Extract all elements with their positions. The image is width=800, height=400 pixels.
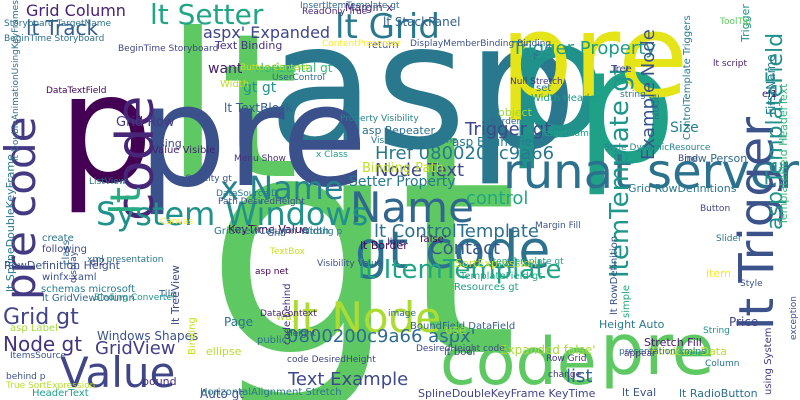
cloud-word: DataTextField xyxy=(46,87,106,96)
cloud-word: Tree xyxy=(611,65,632,75)
cloud-word: BeginTime Storyboard xyxy=(118,45,218,54)
cloud-word: lt RowDefinition xyxy=(610,236,620,315)
cloud-word: lt TextBlock xyxy=(224,102,293,114)
cloud-word: strong p xyxy=(305,228,342,237)
cloud-word: DisplayMemberBinding Binding xyxy=(410,40,551,49)
cloud-word: Null Stretch xyxy=(510,78,563,87)
cloud-word: control xyxy=(466,190,528,208)
cloud-word: line xyxy=(387,238,405,248)
cloud-word: Visibility Value xyxy=(317,260,382,269)
cloud-word: lt DoubleAnimationUsingKeyFrames xyxy=(12,0,21,161)
cloud-word: String xyxy=(703,327,730,336)
cloud-word: Column xyxy=(705,360,739,369)
cloud-word: el1 xyxy=(762,90,777,100)
cloud-word: item xyxy=(706,268,731,279)
cloud-word: code DesiredHeight xyxy=(287,356,376,365)
cloud-word: TemplateField HeaderText xyxy=(778,84,789,225)
cloud-word: x Class xyxy=(316,151,348,160)
cloud-word: asp net xyxy=(255,268,289,277)
cloud-word: Path DesiredHeight xyxy=(218,198,305,207)
cloud-word: Style xyxy=(740,280,763,289)
cloud-word: InsertItemTemplate gt xyxy=(300,2,399,11)
cloud-word: Style DynamicResource xyxy=(604,144,710,153)
cloud-word: Height Auto xyxy=(599,319,664,330)
cloud-word: string xyxy=(620,91,646,100)
cloud-word: lt script xyxy=(713,60,747,69)
cloud-word: appear xyxy=(624,350,656,359)
cloud-word: Grid Column xyxy=(26,3,126,19)
cloud-word: use xyxy=(445,324,466,336)
cloud-word: Grid Row xyxy=(116,116,174,129)
cloud-word: Binding xyxy=(188,317,198,355)
cloud-word: lt RadioButton xyxy=(679,388,758,399)
cloud-word: display xyxy=(70,251,79,283)
cloud-word: ToolTip xyxy=(720,18,751,27)
cloud-word: ControlTemplate Triggers xyxy=(683,15,693,140)
cloud-word: using System xyxy=(764,328,774,395)
cloud-word: lt Eval xyxy=(622,387,656,398)
cloud-word: Menu Show xyxy=(234,155,286,164)
cloud-word: Binding Converter xyxy=(94,294,176,303)
cloud-word: asp Label xyxy=(10,324,58,334)
cloud-word: exception xyxy=(790,296,799,340)
cloud-word: Node xyxy=(652,94,662,120)
cloud-word: Border xyxy=(490,118,520,127)
cloud-word: lt xyxy=(105,187,147,215)
cloud-word: Grid RowDefinitions xyxy=(628,183,736,194)
cloud-word: xml presentation xyxy=(87,256,163,265)
cloud-word: Page xyxy=(224,316,253,328)
cloud-word: TextBox xyxy=(270,248,305,257)
cloud-word: Value Visible xyxy=(152,146,215,156)
cloud-word: DataContext xyxy=(260,310,317,319)
cloud-word: Width xyxy=(220,80,249,90)
cloud-word: Canvas xyxy=(160,218,193,227)
cloud-word: Windows Shapes xyxy=(97,330,198,342)
cloud-word: asp Repeater xyxy=(362,125,435,136)
cloud-word: Price xyxy=(729,316,758,328)
cloud-word: want xyxy=(208,62,242,76)
cloud-word: ItemTemplate gt xyxy=(490,258,564,267)
cloud-word: UserControl xyxy=(272,74,325,83)
cloud-word: Code xyxy=(680,350,703,359)
cloud-word: ListView xyxy=(89,178,126,187)
cloud-word: SplineDoubleKeyFrame KeyTime xyxy=(418,388,595,399)
cloud-word: TemplateField gt xyxy=(460,272,542,282)
cloud-word: Margin Fill xyxy=(535,222,581,231)
cloud-word: TargetName xyxy=(540,130,594,139)
cloud-word: Setter Property xyxy=(349,175,456,189)
cloud-word: ContentPresenter xyxy=(322,40,401,49)
cloud-word: Binding Path xyxy=(362,162,444,175)
cloud-word: Button xyxy=(700,205,730,214)
cloud-word: Resources gt xyxy=(454,283,519,293)
cloud-word: Row Grid xyxy=(546,355,586,364)
cloud-word: True SortExpression xyxy=(6,382,95,391)
cloud-word: Property Visibility xyxy=(340,115,419,124)
cloud-word: Grid xyxy=(267,230,286,239)
cloud-word: Width Header xyxy=(531,94,600,104)
cloud-word: simple xyxy=(622,285,632,318)
cloud-word: HorizontalAlignment Stretch xyxy=(200,388,342,398)
cloud-word: image xyxy=(388,310,416,319)
cloud-word: lt StackPanel xyxy=(383,16,460,28)
cloud-word: FirstName xyxy=(765,54,777,115)
cloud-word: Bind xyxy=(678,155,698,164)
cloud-word: asp BoundField xyxy=(452,136,543,148)
cloud-word: false' xyxy=(420,235,447,245)
cloud-word: create xyxy=(42,234,74,244)
cloud-word: ellipse xyxy=(206,346,241,357)
cloud-word: change xyxy=(548,371,581,380)
cloud-word: Slider xyxy=(716,235,742,244)
cloud-word: bound xyxy=(142,376,177,387)
cloud-word: Button Content xyxy=(240,64,309,73)
cloud-word: Height xyxy=(286,330,316,339)
cloud-word: DesiredHeight code xyxy=(416,345,505,354)
cloud-word: ItemsSource xyxy=(10,352,66,361)
cloud-word: Visible TargetName xyxy=(371,137,458,146)
cloud-word: Opacity gt xyxy=(185,175,232,184)
cloud-word: Text Binding xyxy=(215,40,282,51)
cloud-word: following xyxy=(42,245,87,255)
